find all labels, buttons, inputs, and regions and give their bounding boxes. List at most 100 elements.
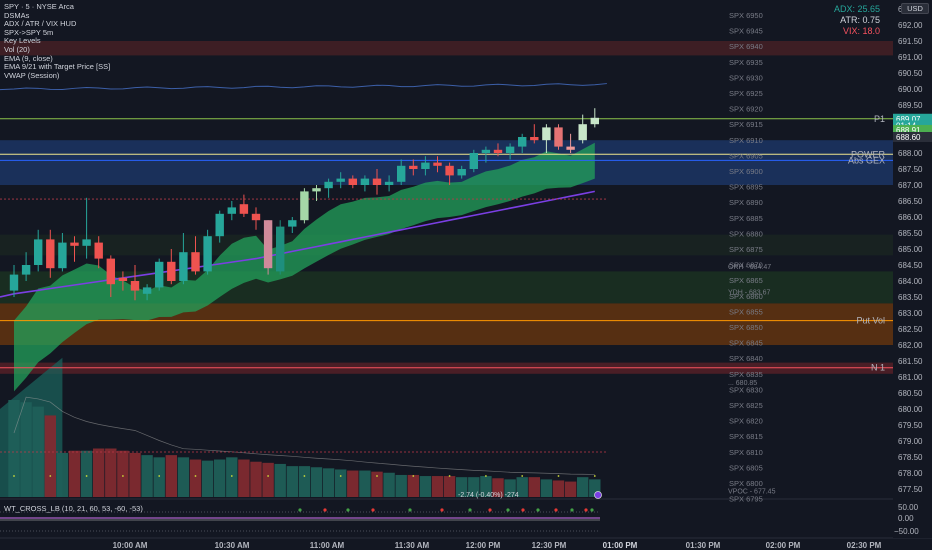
osc-cross-dot xyxy=(554,508,558,512)
key-level-text: ORH - 684.47 xyxy=(728,264,771,271)
volume-bar xyxy=(141,455,153,497)
volume-marker xyxy=(557,475,560,477)
spx-level-label: SPX 6855 xyxy=(729,307,763,316)
candle-body xyxy=(203,236,212,272)
candle xyxy=(566,133,575,153)
price-tag: 689.07 xyxy=(896,115,921,124)
osc-cross-dot xyxy=(323,508,327,512)
candle-body xyxy=(215,213,224,237)
volume-bar xyxy=(322,468,335,497)
spx-level-label: SPX 6945 xyxy=(729,27,763,36)
volume-bar xyxy=(274,463,286,497)
spx-level-label: SPX 6940 xyxy=(729,42,763,51)
volume-bar xyxy=(262,462,274,497)
candle xyxy=(384,175,394,192)
price-tag-bg xyxy=(893,113,932,124)
legend-item-vol[interactable]: Vol (20) xyxy=(4,44,30,54)
candle xyxy=(179,233,188,285)
candle-body xyxy=(227,207,236,214)
osc-cross-dot xyxy=(570,508,574,512)
candle xyxy=(106,255,115,297)
price-axis-label: 684.50 xyxy=(898,261,923,270)
candle xyxy=(324,178,333,198)
candle xyxy=(94,236,103,269)
candle xyxy=(360,175,370,192)
osc-cross-dot xyxy=(468,508,472,512)
key-level-text: VPOC - 677.45 xyxy=(728,489,776,496)
candle-body xyxy=(481,149,491,153)
adx-readout: ADX: 25.65 xyxy=(833,4,880,14)
price-axis-label: 682.50 xyxy=(898,325,923,334)
spx-level-label: SPX 6825 xyxy=(729,401,763,410)
candle xyxy=(191,236,200,275)
price-tag-bg xyxy=(893,124,932,135)
osc-cross-dot xyxy=(488,508,492,512)
candle-body xyxy=(251,213,261,221)
volume-bar xyxy=(577,477,589,497)
volume-bar xyxy=(286,466,298,497)
volume-marker xyxy=(85,475,88,477)
legend-item-ema-target[interactable]: EMA 9/21 with Target Price [SS] xyxy=(4,62,111,72)
legend-item-key-levels[interactable]: Key Levels xyxy=(4,36,41,46)
spx-level-label: SPX 6870 xyxy=(729,261,763,270)
price-tag: 688.91 xyxy=(896,126,921,135)
volume-bar xyxy=(44,415,56,497)
price-axis-label: 681.50 xyxy=(898,357,923,366)
time-axis-label: 11:00 AM xyxy=(310,541,345,550)
candle-body xyxy=(118,277,128,281)
volume-bar xyxy=(552,480,565,497)
time-axis-label: 11:30 AM xyxy=(395,541,430,550)
candle xyxy=(203,229,212,275)
candle xyxy=(554,124,563,150)
candle xyxy=(590,108,599,128)
spx-level-label: SPX 6795 xyxy=(729,495,763,504)
spx-level-label: SPX 6830 xyxy=(729,385,763,394)
spx-level-label: SPX 6890 xyxy=(729,198,763,207)
spx-level-label: SPX 6935 xyxy=(729,58,763,67)
volume-marker xyxy=(267,475,269,477)
candle xyxy=(397,159,406,185)
candle xyxy=(70,236,79,262)
price-axis-label: 687.00 xyxy=(898,181,923,190)
symbol-title[interactable]: SPY · 5 · NYSE Arca xyxy=(4,2,74,11)
candle-body xyxy=(239,204,249,214)
candle xyxy=(530,124,539,144)
currency-button[interactable]: USD xyxy=(901,3,929,14)
volume-bar xyxy=(347,470,359,497)
candle xyxy=(505,143,515,160)
volume-bar xyxy=(8,400,20,497)
candle xyxy=(155,258,164,291)
oscillator-legend[interactable]: WT_CROSS_LB (10, 21, 60, 53, -60, -53) xyxy=(4,504,143,513)
volume-bar xyxy=(201,460,214,497)
price-axis-label: 679.50 xyxy=(898,421,923,430)
spx-level-label: SPX 6900 xyxy=(729,167,763,176)
volume-bar xyxy=(589,479,601,497)
spx-level-label: SPX 6905 xyxy=(729,151,763,160)
osc-cross-dot xyxy=(521,508,525,512)
legend-item-dsmas[interactable]: DSMAs xyxy=(4,10,30,20)
candle-body xyxy=(300,191,309,221)
candle-body xyxy=(263,220,273,269)
legend-item-ema[interactable]: EMA (9, close) xyxy=(4,53,53,63)
candle-body xyxy=(130,281,140,291)
candle-body xyxy=(336,178,345,182)
candle xyxy=(421,156,430,176)
price-axis-label: 685.50 xyxy=(898,229,923,238)
volume-marker xyxy=(303,475,306,477)
volume-marker xyxy=(122,475,124,477)
price-axis-label: 682.00 xyxy=(898,341,923,350)
legend-item-spx-spy[interactable]: SPX->SPY 5m xyxy=(4,27,54,37)
legend-item-vwap[interactable]: VWAP (Session) xyxy=(4,70,60,80)
price-axis-label: 690.50 xyxy=(898,69,923,78)
vwap-line xyxy=(0,190,595,298)
time-axis-label: 10:30 AM xyxy=(215,541,250,550)
price-tag: 688.60 xyxy=(896,133,921,142)
volume-bar xyxy=(310,467,323,497)
price-axis-label: 686.50 xyxy=(898,197,923,206)
legend-item-hud[interactable]: ADX / ATR / VIX HUD xyxy=(4,19,77,29)
volume-marker xyxy=(158,475,161,477)
price-axis-label: 686.00 xyxy=(898,213,923,222)
candle-body xyxy=(312,188,321,192)
spx-level-label: SPX 6820 xyxy=(729,417,763,426)
